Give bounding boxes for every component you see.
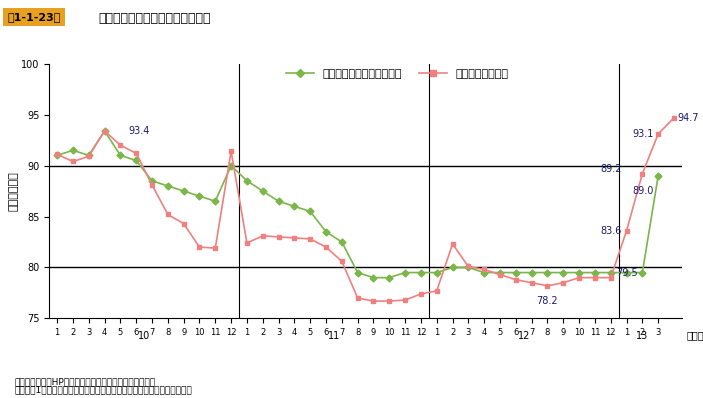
- Text: 79.5: 79.5: [616, 267, 638, 277]
- Text: 78.2: 78.2: [536, 296, 558, 306]
- Text: 資料：日本銀行HP、日本銀行「全国短期経済観測調査」: 資料：日本銀行HP、日本銀行「全国短期経済観測調査」: [14, 377, 155, 386]
- Text: 83.6: 83.6: [600, 226, 622, 236]
- Text: 第1-1-23図: 第1-1-23図: [7, 12, 60, 22]
- Y-axis label: （円／ドル）: （円／ドル）: [8, 171, 18, 211]
- Legend: 中小企業・想定為替レート, 円ドル為替レート: 中小企業・想定為替レート, 円ドル為替レート: [281, 64, 513, 83]
- Text: 13: 13: [636, 331, 648, 341]
- Text: 12: 12: [517, 331, 530, 341]
- Text: 93.4: 93.4: [129, 126, 150, 136]
- Text: （年月）: （年月）: [687, 331, 703, 341]
- Text: 89.2: 89.2: [600, 164, 622, 174]
- Text: （注）　1．中小企業とは資本金２千万円以上１億円未満の企業をいう。: （注） 1．中小企業とは資本金２千万円以上１億円未満の企業をいう。: [14, 385, 192, 394]
- Text: 93.1: 93.1: [632, 129, 654, 139]
- Text: 89.0: 89.0: [632, 186, 654, 196]
- Text: 11: 11: [328, 331, 340, 341]
- Text: 10: 10: [138, 331, 150, 341]
- Text: 94.7: 94.7: [677, 113, 699, 123]
- Text: 中小企業の想定為替レートの推移: 中小企業の想定為替レートの推移: [98, 12, 211, 25]
